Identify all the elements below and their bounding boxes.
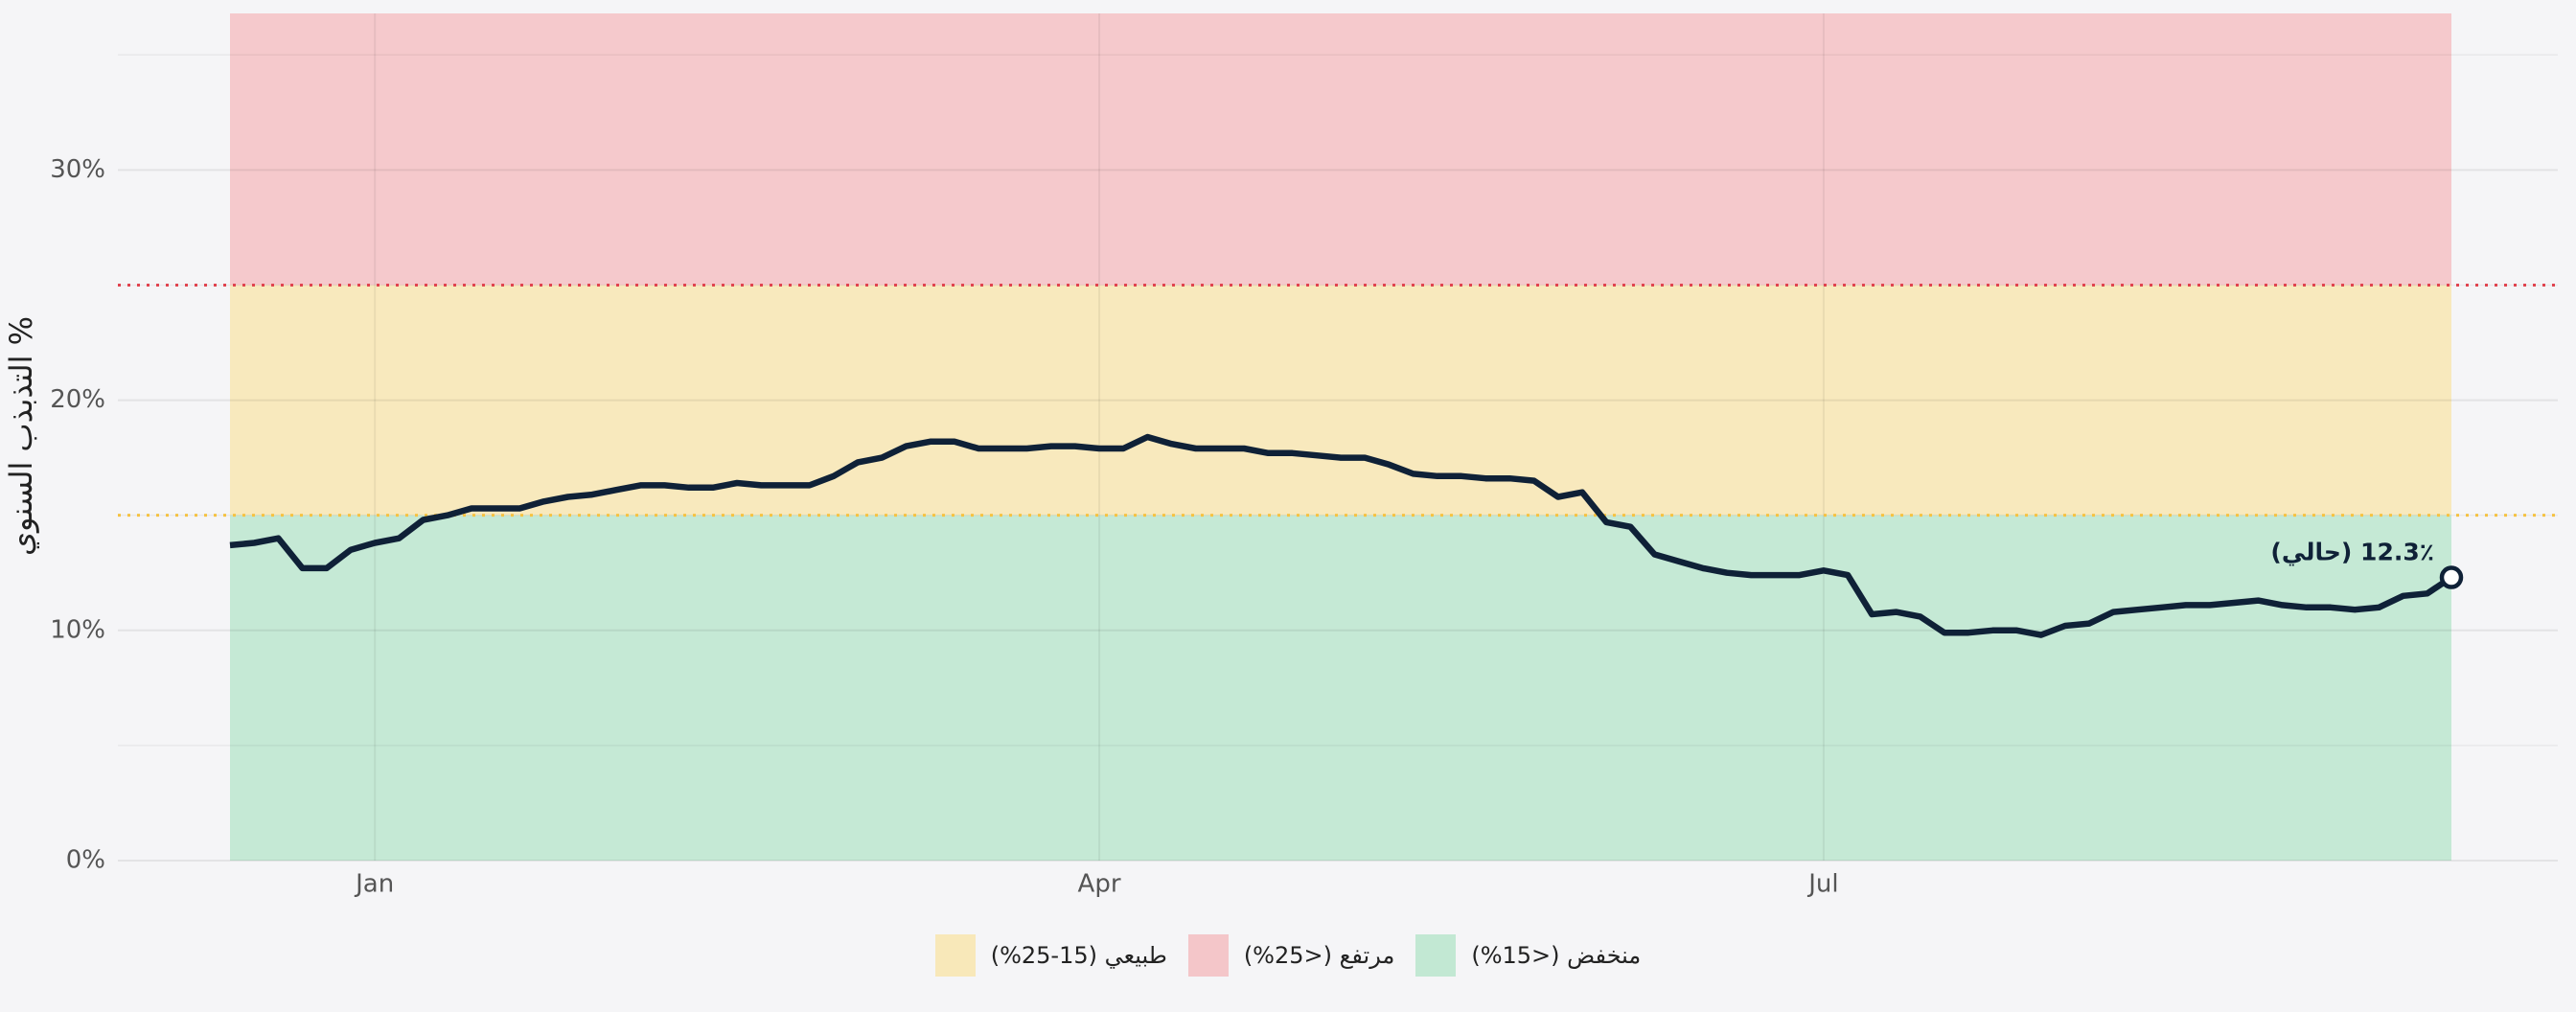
y-tick-label: 20%: [50, 385, 105, 414]
band: [230, 13, 2451, 286]
x-tick-label: Apr: [1078, 870, 1121, 899]
legend-swatch: [1187, 934, 1229, 977]
y-tick-label: 0%: [66, 846, 105, 875]
legend-label: مرتفع (<25%): [1243, 942, 1395, 969]
legend-item: منخفض (<15%): [1415, 934, 1641, 977]
legend-label: طبيعي (15-25%): [990, 942, 1167, 969]
y-tick-label: 10%: [50, 615, 105, 644]
current-label: 12.3٪ (حالي): [2270, 539, 2434, 566]
band: [230, 285, 2451, 516]
legend-label: منخفض (<15%): [1471, 942, 1642, 969]
legend-swatch: [1415, 934, 1457, 977]
x-tick-label: Jan: [354, 870, 394, 899]
x-tick-label: Jul: [1806, 870, 1838, 899]
y-tick-label: 30%: [50, 155, 105, 184]
legend-item: طبيعي (15-25%): [934, 934, 1167, 977]
legend: طبيعي (15-25%) مرتفع (<25%) منخفض (<15%): [0, 934, 2576, 977]
legend-item: مرتفع (<25%): [1187, 934, 1395, 977]
chart: التذبذب السنوي % 0% 10% 20% 30% Jan Apr Jul 12.…: [3, 13, 2558, 899]
legend-swatch: [934, 934, 976, 977]
series-line: [229, 433, 2453, 638]
band: [230, 515, 2451, 861]
y-axis-label: التذبذب السنوي %: [3, 316, 39, 556]
current-marker: [2439, 565, 2464, 589]
